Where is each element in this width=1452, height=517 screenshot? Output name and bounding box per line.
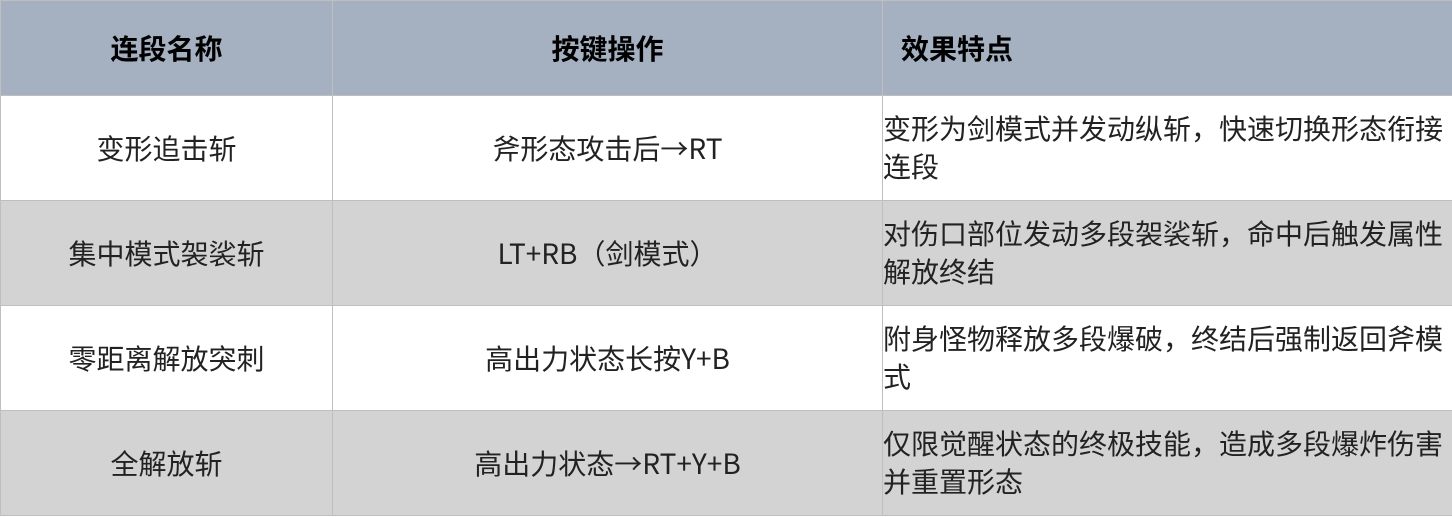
cell-effect: 变形为剑模式并发动纵斩，快速切换形态衔接连段 xyxy=(883,96,1452,201)
table-row: 全解放斩 高出力状态→RT+Y+B 仅限觉醒状态的终极技能，造成多段爆炸伤害并重… xyxy=(1,411,1452,516)
cell-input: 斧形态攻击后→RT xyxy=(333,96,883,201)
cell-name: 变形追击斩 xyxy=(1,96,333,201)
col-header-name: 连段名称 xyxy=(1,1,333,96)
table-row: 零距离解放突刺 高出力状态长按Y+B 附身怪物释放多段爆破，终结后强制返回斧模式 xyxy=(1,306,1452,411)
cell-input: 高出力状态长按Y+B xyxy=(333,306,883,411)
table-row: 集中模式袈裟斩 LT+RB（剑模式） 对伤口部位发动多段袈裟斩，命中后触发属性解… xyxy=(1,201,1452,306)
cell-input: LT+RB（剑模式） xyxy=(333,201,883,306)
cell-effect: 对伤口部位发动多段袈裟斩，命中后触发属性解放终结 xyxy=(883,201,1452,306)
table-row: 变形追击斩 斧形态攻击后→RT 变形为剑模式并发动纵斩，快速切换形态衔接连段 xyxy=(1,96,1452,201)
combo-table: 连段名称 按键操作 效果特点 变形追击斩 斧形态攻击后→RT 变形为剑模式并发动… xyxy=(0,0,1452,516)
cell-name: 集中模式袈裟斩 xyxy=(1,201,333,306)
cell-name: 全解放斩 xyxy=(1,411,333,516)
cell-name: 零距离解放突刺 xyxy=(1,306,333,411)
col-header-effect: 效果特点 xyxy=(883,1,1452,96)
cell-effect: 附身怪物释放多段爆破，终结后强制返回斧模式 xyxy=(883,306,1452,411)
cell-effect: 仅限觉醒状态的终极技能，造成多段爆炸伤害并重置形态 xyxy=(883,411,1452,516)
cell-input: 高出力状态→RT+Y+B xyxy=(333,411,883,516)
table-header-row: 连段名称 按键操作 效果特点 xyxy=(1,1,1452,96)
col-header-input: 按键操作 xyxy=(333,1,883,96)
